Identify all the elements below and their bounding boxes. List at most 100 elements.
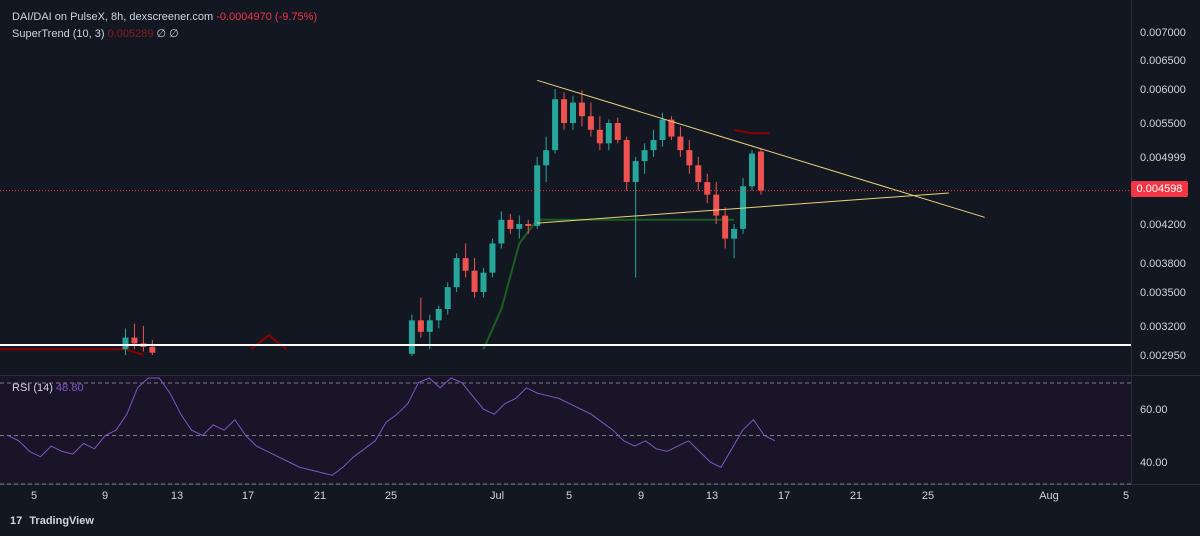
candle <box>122 328 129 355</box>
candle-body <box>480 272 487 292</box>
candle-body <box>552 99 559 151</box>
candle-body <box>122 337 129 350</box>
time-tick-label: 25 <box>385 490 397 502</box>
time-tick-label: 5 <box>566 490 572 502</box>
candle <box>444 282 451 315</box>
tradingview-name: TradingView <box>29 515 94 527</box>
candle <box>695 156 702 191</box>
candle <box>614 117 621 144</box>
price-tick-label: 0.004999 <box>1140 152 1186 164</box>
price-tick-label: 0.004200 <box>1140 219 1186 231</box>
price-tick-label: 0.005500 <box>1140 118 1186 130</box>
candle-body <box>435 309 442 321</box>
candle-body <box>623 139 630 183</box>
candle-body <box>507 219 514 229</box>
time-tick-label: 13 <box>171 490 183 502</box>
trendline-lower <box>537 192 949 224</box>
candle <box>140 326 147 352</box>
candle <box>650 129 657 157</box>
axes: 0.007000 0.006500 0.006000 0.005500 0.004999… <box>31 27 1186 502</box>
time-tick-label: 13 <box>706 490 718 502</box>
candle-body <box>704 182 711 195</box>
candle <box>587 102 594 137</box>
tradingview-mark-icon: 17 <box>10 515 23 527</box>
candle-body <box>561 99 568 123</box>
rsi-value: 48.80 <box>56 382 84 394</box>
candle-body <box>525 224 532 226</box>
rsi-header: RSI (14) 48.80 <box>12 382 84 394</box>
candle-body <box>677 136 684 151</box>
candle <box>704 173 711 204</box>
candle-body <box>757 151 764 191</box>
candle-body <box>587 116 594 130</box>
indicator-value: 0.005289 <box>107 28 154 40</box>
candle-body <box>596 129 603 144</box>
candle <box>453 253 460 292</box>
candle <box>507 213 514 234</box>
rsi-pane <box>0 376 1131 485</box>
rsi-name[interactable]: RSI (14) <box>12 382 53 394</box>
candle-body <box>471 270 478 292</box>
symbol-title[interactable]: DAI/DAI on PulseX, 8h, dexscreener.com <box>12 11 214 23</box>
candle-body <box>578 102 585 117</box>
candle <box>498 211 505 249</box>
candle-body <box>444 287 451 309</box>
time-tick-label: Jul <box>490 490 504 502</box>
candle <box>677 126 684 157</box>
time-tick-label: 5 <box>1123 490 1129 502</box>
indicator-header: SuperTrend (10, 3) 0.005289 ∅ ∅ <box>12 27 179 40</box>
candle <box>552 89 559 154</box>
candle <box>722 207 729 249</box>
price-tick-label: 0.006500 <box>1140 55 1186 67</box>
candle <box>641 143 648 174</box>
candle-body <box>149 346 156 353</box>
candle <box>516 215 523 239</box>
candle-body <box>489 243 496 273</box>
indicator-name[interactable]: SuperTrend (10, 3) <box>12 28 105 40</box>
chart-header: DAI/DAI on PulseX, 8h, dexscreener.com -… <box>12 11 317 23</box>
candle-body <box>641 150 648 162</box>
candle <box>408 314 415 357</box>
trendline-upper <box>537 79 985 218</box>
candle <box>596 116 603 151</box>
candle-body <box>686 150 693 166</box>
candle <box>570 95 576 130</box>
candle-body <box>453 258 460 288</box>
candles <box>122 89 764 357</box>
candle-body <box>668 119 675 137</box>
candle <box>149 339 156 355</box>
price-tick-label: 0.007000 <box>1140 27 1186 39</box>
candle <box>757 148 764 195</box>
time-tick-label: 17 <box>778 490 790 502</box>
candle <box>749 150 755 191</box>
candle-body <box>131 337 138 344</box>
candle <box>417 297 424 338</box>
candle-body <box>659 119 666 140</box>
time-tick-label: 9 <box>102 490 108 502</box>
time-tick-label: Aug <box>1039 490 1059 502</box>
price-tick-label: 0.003500 <box>1140 287 1186 299</box>
supertrend-down-0 <box>0 348 144 356</box>
candle-body <box>570 102 576 123</box>
candle <box>740 177 747 234</box>
candle <box>471 258 478 298</box>
candle <box>578 90 585 127</box>
rsi-pane-bg <box>0 376 1131 484</box>
candle <box>534 156 541 229</box>
candle <box>480 267 487 298</box>
time-tick-label: 17 <box>242 490 254 502</box>
candle-body <box>426 320 433 332</box>
candle-body <box>605 123 612 144</box>
tradingview-logo[interactable]: 17 TradingView <box>10 515 94 527</box>
candle <box>561 92 568 130</box>
candle <box>623 136 630 191</box>
supertrend-up-0 <box>482 218 735 350</box>
candle-body <box>749 153 755 187</box>
time-tick-label: 21 <box>314 490 326 502</box>
candle <box>731 224 738 259</box>
overlays <box>0 79 1131 346</box>
time-tick-label: 9 <box>638 490 644 502</box>
candle <box>686 139 693 174</box>
